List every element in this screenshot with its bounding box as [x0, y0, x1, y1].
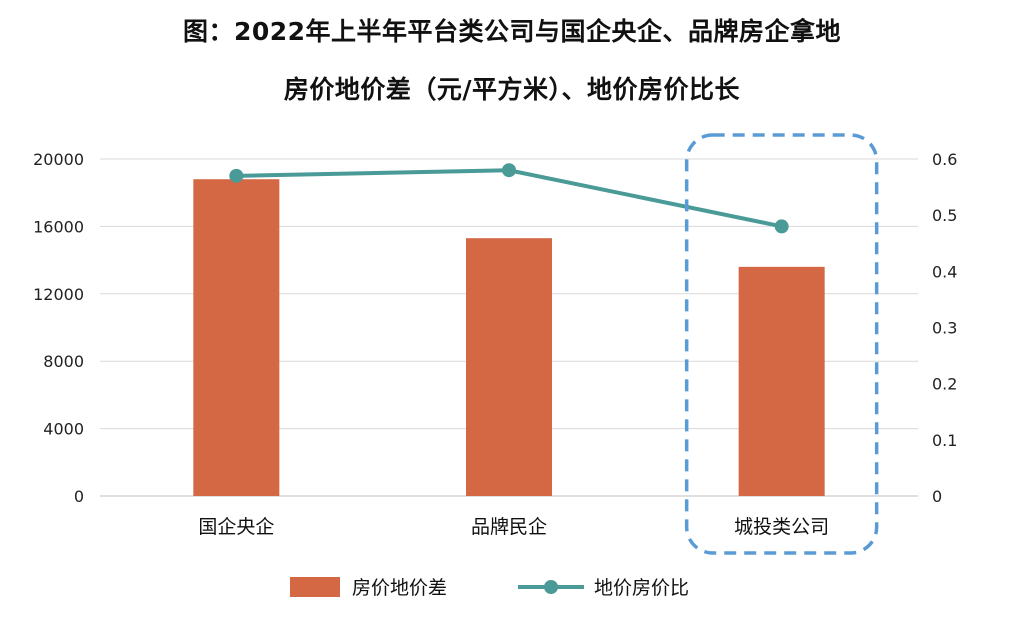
legend-bar-swatch	[290, 577, 340, 597]
y-right-tick-label: 0.6	[932, 150, 957, 169]
x-tick-label: 品牌民企	[471, 516, 547, 538]
y-right-tick-label: 0.2	[932, 375, 957, 394]
chart-title-line-1: 图：2022年上半年平台类公司与国企央企、品牌房企拿地	[182, 17, 842, 46]
y-left-tick-label: 8000	[43, 352, 84, 371]
x-tick-label: 城投类公司	[734, 516, 829, 538]
y-right-tick-label: 0.4	[932, 262, 957, 281]
highlight-box	[684, 133, 879, 555]
bar	[466, 238, 552, 496]
y-right-tick-label: 0	[932, 487, 942, 506]
legend-line-label: 地价房价比	[594, 577, 689, 599]
y-right-tick-label: 0.3	[932, 319, 957, 338]
y-right-tick-label: 0.5	[932, 206, 957, 225]
x-tick-label: 国企央企	[198, 516, 274, 538]
line-point	[229, 168, 244, 183]
line-point	[502, 163, 516, 178]
y-left-tick-label: 16000	[33, 217, 84, 236]
y-right-tick-label: 0.1	[932, 431, 957, 450]
legend-bar-label: 房价地价差	[352, 577, 447, 599]
chart-title-line-2: 房价地价差（元/平方米）、地价房价比长	[283, 75, 741, 104]
line-series	[236, 168, 783, 229]
legend-line-marker	[544, 580, 558, 594]
bar	[738, 266, 825, 496]
y-left-tick-label: 12000	[33, 285, 84, 304]
bar	[193, 179, 280, 496]
y-left-tick-label: 20000	[33, 150, 84, 169]
line-point	[774, 219, 789, 234]
y-left-tick-label: 0	[74, 487, 84, 506]
y-left-tick-label: 4000	[43, 420, 84, 439]
